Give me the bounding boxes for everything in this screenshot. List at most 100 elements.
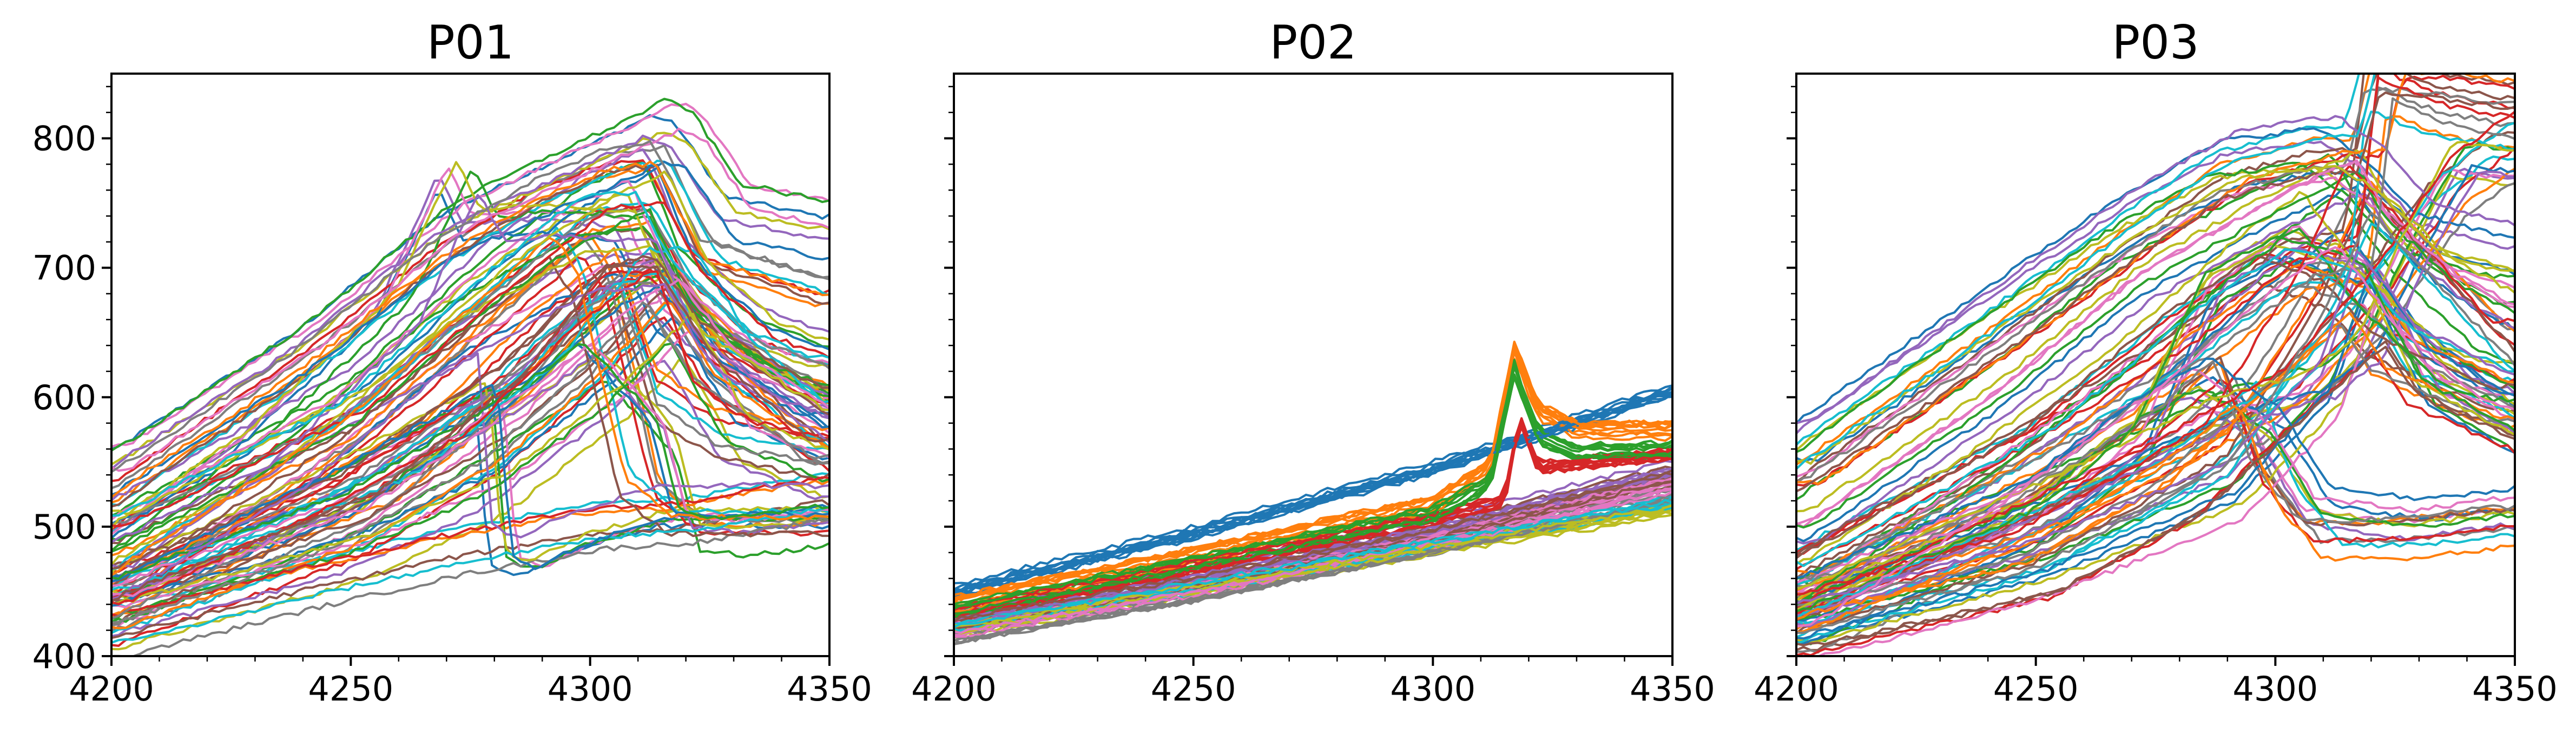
y-tick-label: 400 bbox=[32, 637, 96, 676]
series-line bbox=[111, 194, 829, 568]
series-line bbox=[111, 134, 829, 470]
series-line bbox=[111, 180, 829, 521]
series-line bbox=[954, 385, 1672, 591]
series-line bbox=[1796, 76, 2515, 571]
series-line bbox=[1796, 350, 2515, 656]
series-line bbox=[111, 246, 829, 591]
panel-p03: 4200 4250 4300 4350 P03 bbox=[1754, 16, 2558, 709]
series-line bbox=[954, 469, 1672, 623]
series-line bbox=[111, 170, 829, 515]
series-line bbox=[1796, 149, 2515, 513]
series-line bbox=[111, 342, 829, 620]
axes-frame bbox=[110, 73, 831, 657]
x-tick-label: 4300 bbox=[1390, 669, 1475, 709]
series-line bbox=[111, 201, 829, 527]
series-line bbox=[1796, 127, 2515, 425]
x-tick-label: 4200 bbox=[69, 669, 154, 709]
series-line bbox=[954, 488, 1672, 634]
series-line bbox=[111, 285, 829, 620]
series-line bbox=[1796, 131, 2515, 622]
series-line bbox=[954, 365, 1672, 610]
series-line bbox=[111, 302, 829, 630]
series-line bbox=[111, 505, 829, 644]
series-line bbox=[954, 343, 1672, 598]
y-tick-label: 800 bbox=[32, 119, 96, 159]
series-line bbox=[1796, 74, 2515, 556]
x-tick-label: 4300 bbox=[548, 669, 633, 709]
series-line bbox=[111, 140, 829, 473]
series-line bbox=[1796, 360, 2515, 588]
series-line bbox=[954, 499, 1672, 629]
series-line bbox=[111, 270, 829, 605]
series-line bbox=[111, 352, 829, 544]
series-line bbox=[111, 384, 829, 583]
series-line bbox=[1796, 140, 2515, 591]
x-tick-label: 4250 bbox=[308, 669, 393, 709]
y-tick-label: 700 bbox=[32, 248, 96, 288]
series-line bbox=[1796, 225, 2515, 607]
series-line bbox=[1796, 345, 2515, 646]
series-line bbox=[1796, 255, 2515, 645]
y-tick-label: 500 bbox=[32, 507, 96, 547]
series-line bbox=[111, 171, 829, 541]
series-line bbox=[111, 272, 829, 588]
series-line bbox=[1796, 165, 2515, 451]
series-line bbox=[1796, 225, 2515, 595]
series-group bbox=[954, 341, 1672, 646]
series-line bbox=[111, 283, 829, 600]
series-line bbox=[1796, 323, 2515, 607]
panel-p01: 4200 4250 4300 4350 400 500 600 700 800 P01 bbox=[32, 16, 872, 709]
series-line bbox=[954, 375, 1672, 616]
x-tick-label: 4250 bbox=[1151, 669, 1236, 709]
series-line bbox=[1796, 91, 2515, 493]
series-line bbox=[111, 232, 829, 594]
panel-title: P01 bbox=[427, 16, 514, 70]
panel-title: P02 bbox=[1269, 16, 1356, 70]
series-line bbox=[111, 476, 829, 618]
series-group bbox=[111, 97, 829, 656]
series-line bbox=[1796, 121, 2515, 621]
series-line bbox=[1796, 87, 2515, 485]
series-line bbox=[1796, 115, 2515, 424]
series-line bbox=[1796, 188, 2515, 634]
series-line bbox=[1796, 246, 2515, 628]
series-line bbox=[111, 472, 829, 608]
series-line bbox=[111, 127, 829, 472]
series-group bbox=[1796, 74, 2515, 656]
series-line bbox=[1796, 74, 2376, 470]
series-line bbox=[954, 393, 1672, 595]
series-line bbox=[1796, 248, 2515, 567]
series-line bbox=[1796, 164, 2515, 605]
series-line bbox=[1796, 288, 2515, 644]
series-line bbox=[111, 278, 829, 597]
axes-frame bbox=[953, 73, 1674, 657]
series-line bbox=[111, 102, 829, 448]
series-line bbox=[1796, 405, 2515, 633]
x-tick-label: 4350 bbox=[2472, 669, 2558, 709]
series-line bbox=[111, 280, 829, 598]
series-line bbox=[1796, 211, 2515, 634]
x-tick-label: 4300 bbox=[2232, 669, 2318, 709]
axes-frame bbox=[1795, 73, 2516, 657]
series-line bbox=[1796, 368, 2515, 584]
y-tick-label: 600 bbox=[32, 378, 96, 417]
panel-title: P03 bbox=[2112, 16, 2199, 70]
x-tick-label: 4200 bbox=[1754, 669, 1839, 709]
series-line bbox=[111, 191, 829, 517]
series-line bbox=[111, 264, 829, 602]
x-tick-label: 4350 bbox=[1630, 669, 1715, 709]
series-line bbox=[1796, 191, 2515, 566]
series-line bbox=[954, 396, 1672, 599]
series-line bbox=[111, 516, 829, 656]
series-line bbox=[111, 160, 829, 496]
series-line bbox=[111, 317, 829, 607]
series-line bbox=[111, 255, 829, 570]
series-line bbox=[111, 97, 829, 452]
series-line bbox=[111, 479, 829, 617]
x-tick-label: 4200 bbox=[911, 669, 997, 709]
series-line bbox=[1796, 159, 2515, 526]
x-tick-label: 4250 bbox=[1993, 669, 2079, 709]
series-line bbox=[111, 312, 829, 605]
x-tick-label: 4350 bbox=[787, 669, 872, 709]
